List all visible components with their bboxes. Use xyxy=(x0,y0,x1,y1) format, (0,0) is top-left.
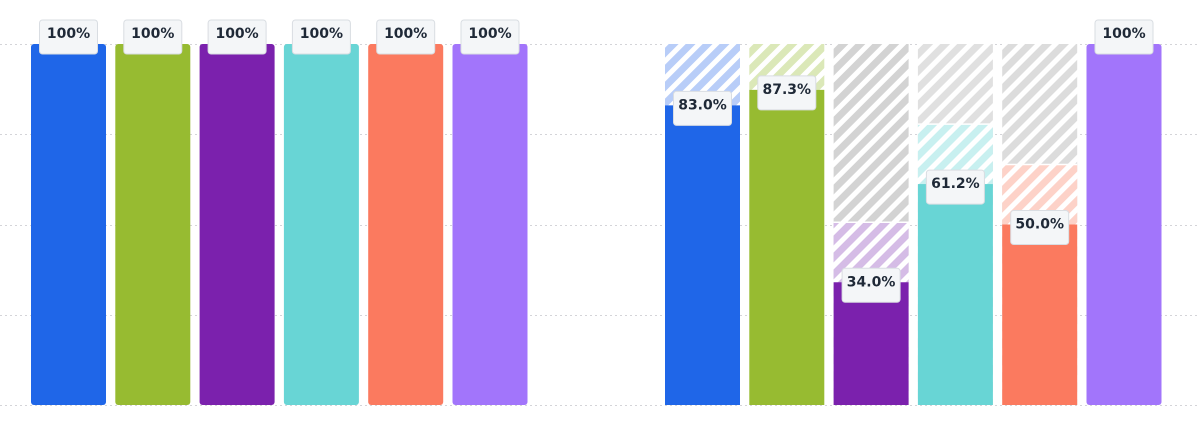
data-label-box xyxy=(757,75,817,111)
bar xyxy=(665,105,740,406)
data-label: 87.3% xyxy=(763,82,812,98)
data-label-box xyxy=(39,19,98,55)
data-label-box xyxy=(460,19,520,55)
data-label-box xyxy=(291,19,351,55)
data-label: 100% xyxy=(468,26,511,42)
bar xyxy=(368,44,444,405)
bar xyxy=(115,44,191,405)
bar xyxy=(31,44,106,405)
data-label-box xyxy=(925,169,985,205)
data-label: 61.2% xyxy=(931,176,980,192)
data-label: 100% xyxy=(1102,26,1145,42)
data-label-box xyxy=(207,19,267,55)
data-label-box xyxy=(123,19,183,55)
data-label-box xyxy=(376,19,436,55)
data-label-box xyxy=(841,267,901,303)
bar xyxy=(749,89,825,406)
data-label: 100% xyxy=(300,26,343,42)
data-label: 100% xyxy=(131,26,174,42)
data-label: 100% xyxy=(215,26,258,42)
data-label: 34.0% xyxy=(847,274,896,290)
data-label-box xyxy=(673,90,732,126)
bar xyxy=(199,44,275,405)
bar xyxy=(917,184,993,405)
data-label: 83.0% xyxy=(678,97,727,113)
data-label-box xyxy=(1010,210,1070,245)
bar xyxy=(1086,44,1162,405)
bar xyxy=(1002,224,1078,405)
bar xyxy=(283,44,359,405)
bar xyxy=(452,44,528,405)
data-label-box xyxy=(1094,19,1154,55)
data-label: 100% xyxy=(47,26,90,42)
data-label: 100% xyxy=(384,26,427,42)
data-label: 50.0% xyxy=(1015,217,1064,233)
